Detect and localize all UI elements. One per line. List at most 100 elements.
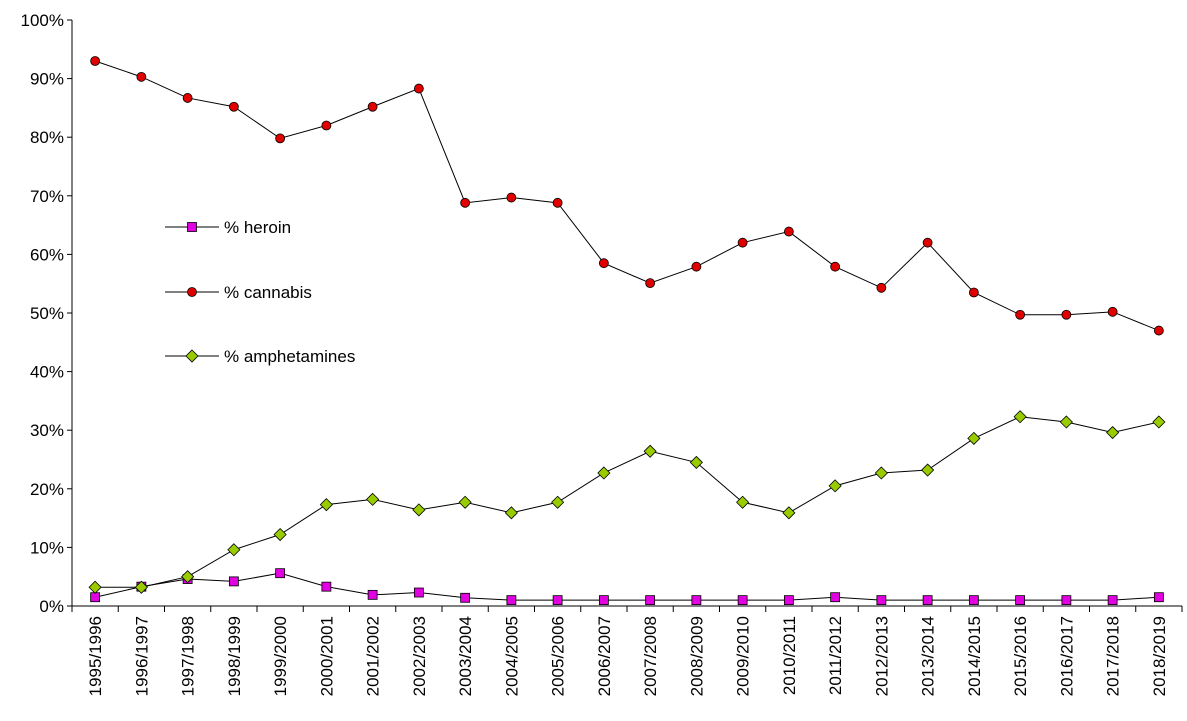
x-tick-label: 2009/2010	[734, 616, 753, 696]
series-amphetamines	[88, 410, 1166, 594]
data-point-amphetamines	[1013, 410, 1027, 424]
data-point-cannabis	[598, 258, 609, 269]
data-point-cannabis	[228, 101, 239, 112]
y-tick-label: 80%	[30, 128, 64, 147]
x-tick-label: 2003/2004	[456, 616, 475, 696]
x-tick-label: 2004/2005	[502, 616, 521, 696]
x-tick-label: 2002/2003	[410, 616, 429, 696]
y-tick-label: 0%	[39, 597, 64, 616]
data-point-cannabis	[645, 278, 656, 289]
data-point-heroin	[598, 595, 609, 606]
data-point-amphetamines	[227, 543, 241, 557]
x-axis-tick-labels: 1995/1996 1996/1997 1997/1998 1998/1999 1999…	[86, 616, 1169, 696]
x-tick-label: 2012/2013	[872, 616, 891, 696]
data-point-cannabis	[321, 120, 332, 131]
y-tick-label: 70%	[30, 187, 64, 206]
data-point-amphetamines	[319, 498, 333, 512]
x-tick-label: 1996/1997	[132, 616, 151, 696]
y-tick-label: 90%	[30, 70, 64, 89]
series-layer	[88, 56, 1166, 606]
x-tick-label: 1998/1999	[225, 616, 244, 696]
data-point-heroin	[830, 592, 841, 603]
y-tick-label: 10%	[30, 538, 64, 557]
data-point-heroin	[737, 595, 748, 606]
chart-axes	[67, 19, 1183, 612]
data-point-heroin	[367, 589, 378, 600]
data-point-amphetamines	[1106, 425, 1120, 440]
x-tick-label: 2018/2019	[1150, 616, 1169, 696]
x-tick-label: 1997/1998	[179, 616, 198, 696]
x-tick-label: 2007/2008	[641, 616, 660, 696]
x-tick-label: 2010/2011	[780, 616, 799, 695]
data-point-cannabis	[367, 101, 378, 112]
legend-label: % cannabis	[224, 283, 312, 302]
data-point-amphetamines	[273, 527, 287, 542]
data-point-cannabis	[737, 237, 748, 248]
data-point-heroin	[90, 592, 101, 603]
data-point-heroin	[691, 595, 702, 606]
data-point-amphetamines	[366, 492, 380, 506]
data-point-amphetamines	[134, 580, 148, 594]
data-point-cannabis	[1153, 325, 1164, 336]
x-tick-label: 2015/2016	[1011, 616, 1030, 696]
legend-marker	[187, 222, 197, 232]
data-point-heroin	[321, 581, 332, 592]
legend-item-cannabis: % cannabis	[165, 283, 312, 302]
data-point-cannabis	[90, 56, 101, 66]
x-tick-label: 2017/2018	[1104, 616, 1123, 696]
data-point-amphetamines	[689, 455, 703, 469]
legend: % heroin % cannabis % amphetamines	[165, 218, 355, 366]
x-tick-label: 2016/2017	[1057, 616, 1076, 696]
x-tick-label: 2006/2007	[595, 616, 614, 696]
legend-marker	[185, 349, 199, 363]
data-point-heroin	[645, 595, 656, 606]
data-point-amphetamines	[412, 503, 426, 517]
data-point-cannabis	[552, 197, 563, 208]
data-point-heroin	[228, 576, 239, 587]
data-point-amphetamines	[828, 479, 842, 493]
y-tick-label: 50%	[30, 304, 64, 323]
data-point-heroin	[1061, 595, 1072, 606]
data-point-amphetamines	[643, 444, 657, 458]
series-cannabis	[90, 56, 1164, 336]
data-point-cannabis	[922, 237, 933, 248]
series-line-heroin	[95, 572, 1159, 601]
data-point-heroin	[460, 592, 471, 603]
data-point-cannabis	[506, 192, 517, 203]
data-point-heroin	[922, 595, 933, 606]
data-point-amphetamines	[1059, 415, 1073, 429]
series-line-amphetamines	[95, 416, 1159, 588]
x-tick-label: 1995/1996	[86, 616, 105, 696]
data-point-amphetamines	[782, 506, 796, 520]
legend-label: % heroin	[224, 218, 291, 237]
data-point-amphetamines	[967, 431, 981, 445]
x-tick-label: 2000/2001	[317, 616, 336, 696]
x-tick-label: 2013/2014	[919, 616, 938, 696]
data-point-cannabis	[691, 261, 702, 272]
data-point-amphetamines	[458, 495, 472, 509]
data-point-amphetamines	[181, 570, 195, 584]
x-tick-label: 2005/2006	[549, 616, 568, 696]
x-tick-label: 2008/2009	[687, 616, 706, 696]
data-point-amphetamines	[88, 580, 102, 594]
legend-label: % amphetamines	[224, 347, 355, 366]
data-point-amphetamines	[1152, 415, 1166, 429]
legend-item-amphetamines: % amphetamines	[165, 347, 355, 366]
data-point-heroin	[552, 595, 563, 606]
y-tick-label: 60%	[30, 245, 64, 264]
data-point-heroin	[413, 587, 424, 598]
data-point-cannabis	[1015, 309, 1026, 320]
data-point-heroin	[1015, 595, 1026, 606]
y-axis-tick-labels: 0% 10% 20% 30% 40% 50% 60% 70% 80% 90% 100%	[21, 11, 64, 616]
legend-item-heroin: % heroin	[165, 218, 291, 237]
series-line-cannabis	[94, 60, 1160, 332]
data-point-cannabis	[968, 287, 979, 298]
x-tick-label: 2014/2015	[965, 616, 984, 696]
data-point-heroin	[783, 595, 794, 606]
data-point-amphetamines	[551, 495, 565, 509]
data-point-heroin	[1107, 595, 1118, 606]
y-tick-label: 20%	[30, 480, 64, 499]
data-point-cannabis	[275, 133, 286, 144]
data-point-heroin	[876, 595, 887, 606]
